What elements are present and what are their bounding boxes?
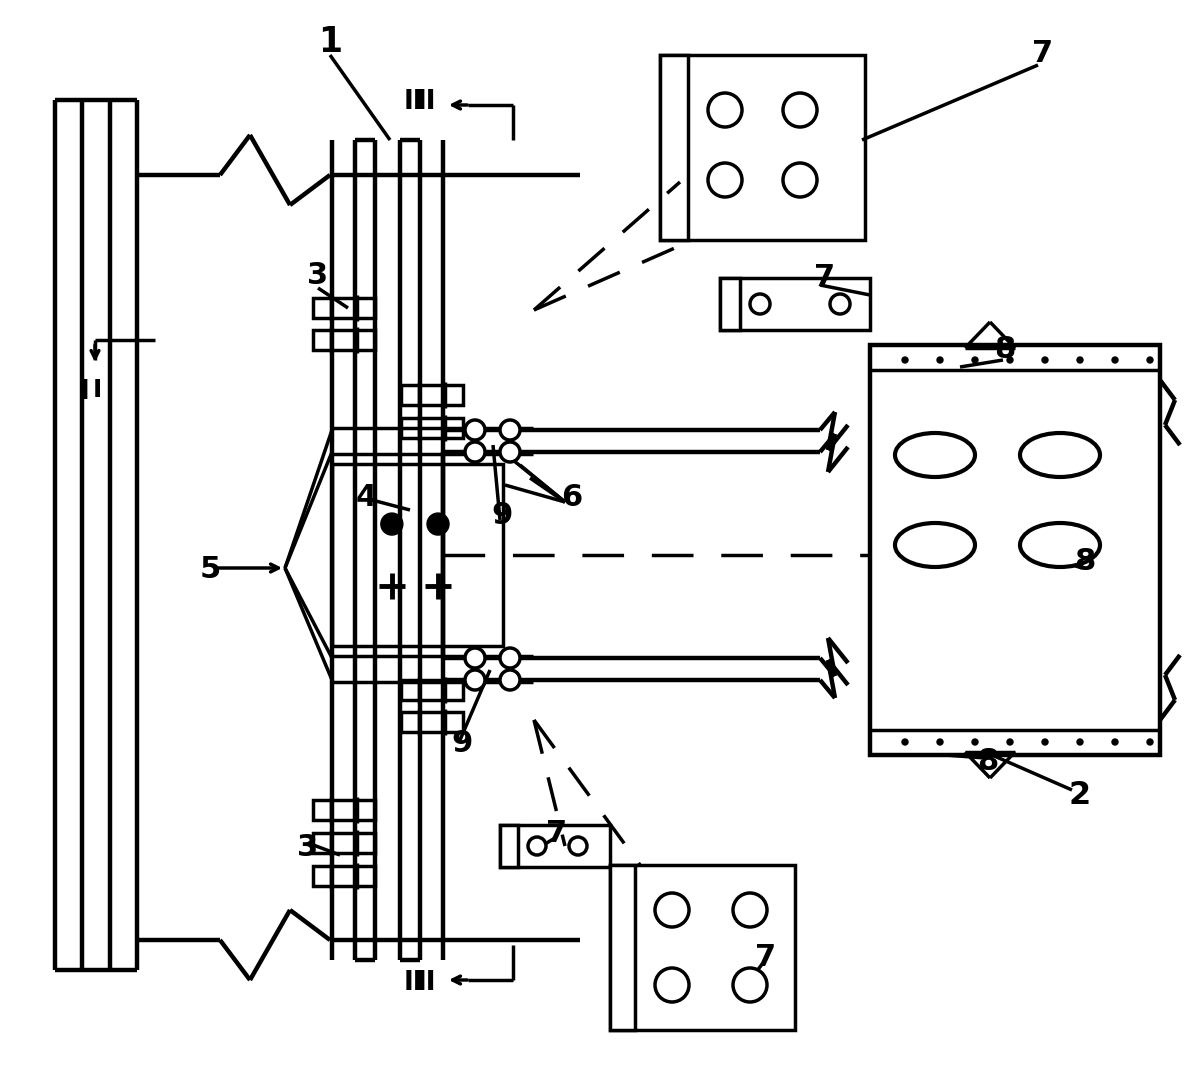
Circle shape	[569, 837, 587, 855]
Circle shape	[783, 163, 818, 197]
Circle shape	[1043, 739, 1049, 745]
Bar	[660, 55, 688, 240]
Text: 8: 8	[1075, 548, 1095, 577]
Circle shape	[1077, 739, 1083, 745]
Circle shape	[903, 357, 909, 364]
Circle shape	[733, 968, 767, 1002]
Circle shape	[972, 739, 978, 745]
Bar	[332, 464, 503, 646]
Circle shape	[1007, 357, 1013, 364]
Bar	[660, 55, 865, 240]
Text: 7: 7	[755, 943, 777, 972]
Text: 7: 7	[814, 263, 836, 292]
Circle shape	[655, 968, 689, 1002]
Circle shape	[1077, 357, 1083, 364]
Circle shape	[500, 648, 519, 668]
Circle shape	[1147, 357, 1153, 364]
Bar	[401, 712, 462, 732]
Text: I: I	[92, 378, 102, 402]
Bar	[870, 345, 1160, 755]
Circle shape	[1147, 739, 1153, 745]
Text: II: II	[417, 88, 436, 115]
Circle shape	[528, 837, 546, 855]
Bar	[401, 680, 462, 700]
Circle shape	[1112, 357, 1118, 364]
Circle shape	[464, 648, 485, 668]
Circle shape	[500, 671, 519, 690]
Text: 5: 5	[200, 555, 220, 584]
Circle shape	[464, 420, 485, 440]
Text: 2: 2	[1069, 779, 1092, 810]
Circle shape	[937, 357, 943, 364]
Text: 9: 9	[451, 728, 473, 758]
Text: II: II	[403, 88, 423, 115]
Bar	[312, 800, 375, 820]
Text: 8: 8	[995, 336, 1015, 365]
Circle shape	[707, 93, 742, 127]
Ellipse shape	[1020, 433, 1100, 477]
Text: 4: 4	[356, 484, 377, 513]
Circle shape	[500, 420, 519, 440]
Ellipse shape	[1020, 523, 1100, 567]
Circle shape	[427, 513, 449, 535]
Bar	[721, 278, 870, 330]
Circle shape	[972, 357, 978, 364]
Bar	[610, 865, 795, 1030]
Bar	[312, 866, 375, 886]
Circle shape	[783, 93, 818, 127]
Circle shape	[707, 163, 742, 197]
Text: II: II	[417, 970, 436, 996]
Circle shape	[655, 893, 689, 927]
Circle shape	[937, 739, 943, 745]
Text: 8: 8	[978, 747, 998, 776]
Ellipse shape	[895, 523, 976, 567]
Text: 1: 1	[318, 25, 342, 59]
Circle shape	[1007, 739, 1013, 745]
Bar	[312, 833, 375, 853]
Bar	[401, 385, 462, 405]
Bar	[500, 825, 610, 867]
Bar	[721, 278, 740, 330]
Circle shape	[733, 893, 767, 927]
Text: 9: 9	[491, 501, 512, 530]
Bar	[312, 330, 375, 350]
Text: 3: 3	[308, 260, 328, 290]
Circle shape	[381, 513, 403, 535]
Text: 7: 7	[1033, 38, 1053, 67]
Circle shape	[500, 442, 519, 462]
Bar	[610, 865, 634, 1030]
Circle shape	[464, 671, 485, 690]
Text: 3: 3	[297, 834, 318, 862]
Text: I: I	[80, 379, 90, 405]
Bar	[500, 825, 518, 867]
Circle shape	[751, 294, 770, 314]
Text: 7: 7	[547, 819, 567, 847]
Circle shape	[830, 294, 850, 314]
Circle shape	[464, 442, 485, 462]
Ellipse shape	[895, 433, 976, 477]
Text: 6: 6	[561, 483, 583, 512]
Circle shape	[1043, 357, 1049, 364]
Circle shape	[903, 739, 909, 745]
Bar	[401, 418, 462, 438]
Bar	[312, 298, 375, 318]
Text: II: II	[403, 970, 423, 996]
Circle shape	[1112, 739, 1118, 745]
